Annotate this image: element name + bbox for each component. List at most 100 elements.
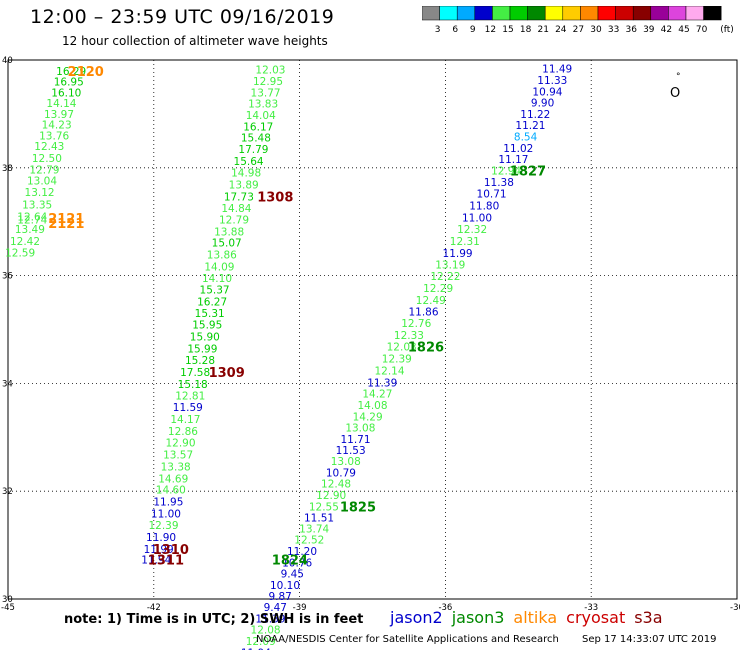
- wave-height-value: 12.86: [168, 426, 198, 438]
- color-bin-label: 21: [537, 25, 548, 35]
- wave-height-value: 12.39: [382, 354, 412, 366]
- satellite-legend-jason2: jason2: [390, 608, 443, 627]
- wave-height-value: 12.14: [374, 365, 404, 377]
- wave-height-value: 14.98: [231, 168, 261, 180]
- wave-height-value: 11.00: [462, 212, 492, 224]
- wave-height-value: 13.57: [163, 450, 193, 462]
- wave-height-value: 14.69: [158, 473, 188, 485]
- wave-height-value: 14.17: [170, 414, 200, 426]
- wave-height-value: 17.73: [224, 191, 254, 203]
- pass-id-label: 1824: [272, 554, 308, 569]
- wave-height-value: 9.87: [268, 591, 291, 603]
- pass-id-label: 1310: [153, 543, 189, 558]
- wave-height-value: 11.99: [443, 248, 473, 260]
- wave-height-value: 17.58: [180, 367, 210, 379]
- wave-height-value: 16.95: [54, 77, 84, 89]
- wave-height-value: 15.31: [195, 308, 225, 320]
- wave-height-value: 12.03: [387, 342, 417, 354]
- color-bin-label: 30: [590, 25, 602, 35]
- wave-height-value: 15.18: [178, 379, 208, 391]
- lat-tick-label: 38: [2, 164, 13, 174]
- color-bin-label: 42: [661, 25, 672, 35]
- wave-height-value: 12.08: [251, 625, 281, 637]
- wave-height-value: 11.71: [340, 434, 370, 446]
- wave-height-value: 11.33: [537, 75, 567, 87]
- lat-tick-label: 36: [2, 272, 13, 282]
- wave-height-value: 12.50: [32, 153, 62, 165]
- wave-height-value: 13.19: [435, 259, 465, 271]
- color-bin-label: 24: [555, 25, 567, 35]
- wave-height-value: 12.79: [29, 164, 59, 176]
- wave-height-value: 11.59: [173, 402, 203, 414]
- wave-height-value: 12.49: [416, 295, 446, 307]
- lon-tick-label: -45: [1, 603, 15, 613]
- wave-height-value: 11.95: [153, 496, 183, 508]
- pass-id-label: 1309: [209, 366, 245, 381]
- color-bin-label: 70: [696, 25, 708, 35]
- wave-height-value: 11.90: [146, 532, 176, 544]
- wave-height-value: 15.90: [190, 332, 220, 344]
- wave-height-value: 13.04: [27, 176, 57, 188]
- wave-height-value: 10.10: [270, 580, 300, 592]
- wave-height-value: 13.74: [299, 523, 329, 535]
- color-bin-label: 18: [520, 25, 532, 35]
- wave-height-value: 9.90: [531, 98, 554, 110]
- wave-height-value: 13.88: [214, 226, 244, 238]
- wave-height-value: 12.94: [491, 165, 521, 177]
- wave-height-value: 13.86: [207, 250, 237, 262]
- map-frame: [7, 59, 738, 600]
- wave-height-value: 11.38: [484, 177, 514, 189]
- satellite-legend-jason3: jason3: [451, 608, 505, 627]
- satellite-legend-cryosat: cryosat: [566, 608, 626, 627]
- wave-height-value: 14.23: [42, 120, 72, 132]
- satellite-legend: jason2 jason3 altika cryosat s3a: [390, 608, 672, 627]
- wave-height-value: 11.00: [151, 508, 181, 520]
- wave-height-value: 14.10: [202, 273, 232, 285]
- wave-height-value: 14.09: [204, 261, 234, 273]
- lon-tick-label: -30: [730, 603, 740, 613]
- lon-tick-label: -33: [584, 603, 598, 613]
- wave-height-value: 13.89: [229, 180, 259, 192]
- wave-height-value: 12.22: [430, 271, 460, 283]
- wave-height-value: 14.60: [156, 485, 186, 497]
- satellite-legend-altika: altika: [513, 608, 558, 627]
- pass-id-label: 1827: [510, 164, 546, 179]
- wave-height-value: 10.79: [326, 467, 356, 479]
- lat-tick-label: 32: [2, 487, 13, 497]
- lat-tick-label: 34: [2, 379, 13, 389]
- color-bin-label: 3: [435, 25, 441, 35]
- units-note: note: 1) Time is in UTC; 2) SWH is in fe…: [64, 612, 363, 627]
- color-bin-label: 9: [470, 25, 476, 35]
- wave-height-value: 11.21: [515, 120, 545, 132]
- wave-height-value: 11.99: [144, 544, 174, 556]
- wave-height-value: 12.90: [316, 490, 346, 502]
- wave-height-value: 12.59: [5, 247, 35, 259]
- pass-id-label: 1308: [257, 190, 293, 205]
- wave-height-value: 12.79: [219, 215, 249, 227]
- wave-height-value: 11.39: [367, 377, 397, 389]
- wave-height-value: 13.76: [39, 130, 69, 142]
- wave-height-value: 12.74: [17, 215, 47, 227]
- wave-height-value: 13.08: [345, 423, 375, 435]
- pass-id-label: 2120: [68, 65, 104, 80]
- wave-height-value: 8.54: [514, 132, 538, 144]
- wave-height-value: 12.64: [17, 211, 47, 223]
- wave-height-value: 10.94: [532, 86, 562, 98]
- wave-height-value: 11.20: [287, 546, 317, 558]
- wave-height-value: 12.32: [457, 224, 487, 236]
- wave-height-value: 11.53: [336, 445, 366, 457]
- color-unit-label: (ft): [720, 25, 734, 35]
- wave-height-value: 11.80: [469, 201, 499, 213]
- wave-height-value: 12.90: [165, 438, 195, 450]
- island-mark: °: [676, 72, 681, 82]
- wave-height-value: 15.99: [187, 343, 217, 355]
- wave-height-value: 14.29: [353, 411, 383, 423]
- pass-id-label: 1825: [340, 500, 376, 515]
- wave-height-value: 14.84: [221, 203, 251, 215]
- wave-height-value: 11.39: [255, 613, 285, 625]
- wave-height-value: 12.03: [255, 65, 285, 77]
- wave-height-value: 17.79: [238, 144, 268, 156]
- wave-height-value: 15.37: [200, 285, 230, 297]
- wave-height-value: 12.39: [148, 520, 178, 532]
